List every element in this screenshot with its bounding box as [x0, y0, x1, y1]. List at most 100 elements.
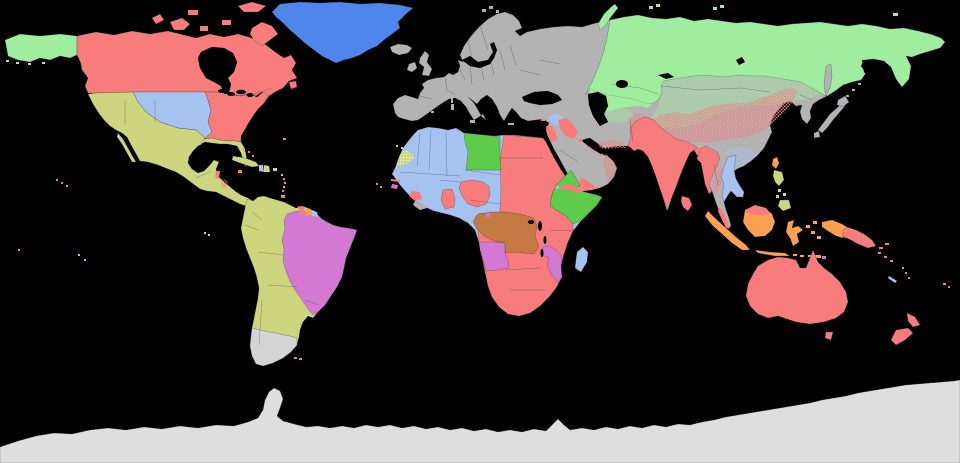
region-brazil — [281, 210, 358, 316]
region-djibouti — [556, 186, 559, 189]
region-yemen-aden — [578, 178, 599, 191]
region-jamaica — [238, 170, 242, 173]
region-sumatra — [704, 210, 751, 251]
black-sea — [521, 90, 563, 106]
region-australia — [745, 249, 849, 325]
region-indochina — [720, 154, 745, 203]
region-haiti — [259, 165, 264, 172]
region-east-new-guinea — [842, 226, 877, 249]
region-honshu — [817, 102, 846, 134]
region-belize — [215, 171, 220, 179]
region-ireland — [406, 61, 418, 73]
canadian-arctic-islands — [151, 1, 279, 49]
region-sakhalin — [823, 63, 833, 97]
russian-arctic-islands — [649, 4, 898, 16]
galapagos — [204, 232, 210, 236]
region-equatorial-guinea — [486, 213, 490, 217]
canary-islands — [396, 145, 403, 149]
baltic-sea — [461, 41, 498, 69]
region-suriname — [306, 208, 312, 215]
moluccas — [806, 221, 821, 239]
region-french-guiana — [312, 210, 318, 217]
region-kyushu — [813, 130, 821, 139]
region-russian-empire — [584, 14, 946, 105]
region-alaska — [4, 33, 78, 63]
bahamas — [243, 148, 254, 157]
region-ceylon — [680, 195, 693, 212]
region-cuba — [231, 155, 260, 168]
sphere-british-china-hatch — [648, 87, 798, 143]
region-british-somaliland — [560, 184, 584, 193]
country-borders — [124, 24, 813, 346]
region-canada — [76, 30, 298, 97]
region-greenland — [271, 1, 414, 64]
region-guyana — [298, 206, 306, 215]
region-ghana — [440, 188, 456, 210]
region-india — [627, 116, 699, 211]
region-baja — [116, 132, 137, 163]
region-taiwan — [771, 156, 780, 170]
region-angola — [478, 241, 510, 272]
region-gambia — [391, 179, 400, 182]
region-sulawesi — [785, 219, 804, 247]
region-liberia — [413, 201, 427, 210]
region-western-sahara-hatch — [396, 150, 415, 166]
region-north-borneo — [745, 205, 770, 216]
lesser-antilles — [281, 174, 286, 198]
polynesia-dots — [18, 249, 86, 261]
melanesia-islands — [878, 243, 950, 288]
region-iraq — [558, 118, 578, 139]
persian-gulf — [582, 139, 604, 154]
cape-verde — [376, 183, 382, 188]
falkland-islands — [294, 357, 302, 360]
mediterranean-islands — [431, 98, 514, 125]
region-east-timor — [822, 256, 826, 259]
african-lakes — [528, 220, 547, 257]
region-dominican — [264, 165, 270, 172]
great-lakes — [218, 89, 254, 97]
aleutian-islands — [6, 60, 45, 65]
svalbard — [482, 6, 499, 13]
region-horn-of-africa — [549, 169, 603, 225]
region-hokkaido — [836, 95, 850, 108]
region-puerto-rico — [273, 168, 277, 171]
region-burma — [696, 145, 721, 195]
region-madagascar — [574, 246, 589, 273]
region-mosquito-coast — [221, 178, 228, 190]
sphere-oman-hatch — [603, 154, 617, 183]
kuril-islands — [846, 83, 861, 97]
caspian-sea — [587, 91, 609, 127]
region-guinea-bissau — [391, 184, 398, 189]
region-new-caledonia — [888, 276, 897, 283]
region-nz-south-island — [890, 327, 914, 346]
region-malaya — [718, 207, 729, 228]
region-west-new-guinea — [821, 219, 848, 239]
region-philippines-mindanao — [777, 199, 792, 212]
bermuda — [283, 138, 286, 140]
region-kuwait — [579, 139, 582, 142]
hawaii — [56, 179, 68, 187]
aral-sea — [616, 80, 628, 88]
lesser-sunda-islands — [793, 254, 821, 258]
region-congo — [472, 211, 540, 255]
region-nigeria — [458, 179, 491, 208]
region-novaya-zemlya — [597, 3, 619, 31]
region-philippines-luzon — [772, 169, 785, 187]
sphere-south-iran-hatch — [598, 140, 627, 149]
region-nz-north-island — [906, 312, 921, 328]
region-cyprus — [541, 119, 545, 121]
region-great-britain — [418, 50, 433, 77]
region-iceland — [389, 43, 413, 56]
region-jordan-palestine — [546, 126, 557, 142]
philippines-visayas — [776, 189, 786, 198]
region-sierra-leone — [409, 191, 422, 201]
region-libya — [463, 132, 502, 171]
lake-baikal — [736, 57, 745, 65]
hudson-bay — [197, 46, 238, 95]
newfoundland — [288, 80, 298, 90]
region-java — [754, 249, 791, 257]
region-patagonia — [249, 327, 298, 367]
sea-of-okhotsk — [861, 59, 899, 89]
